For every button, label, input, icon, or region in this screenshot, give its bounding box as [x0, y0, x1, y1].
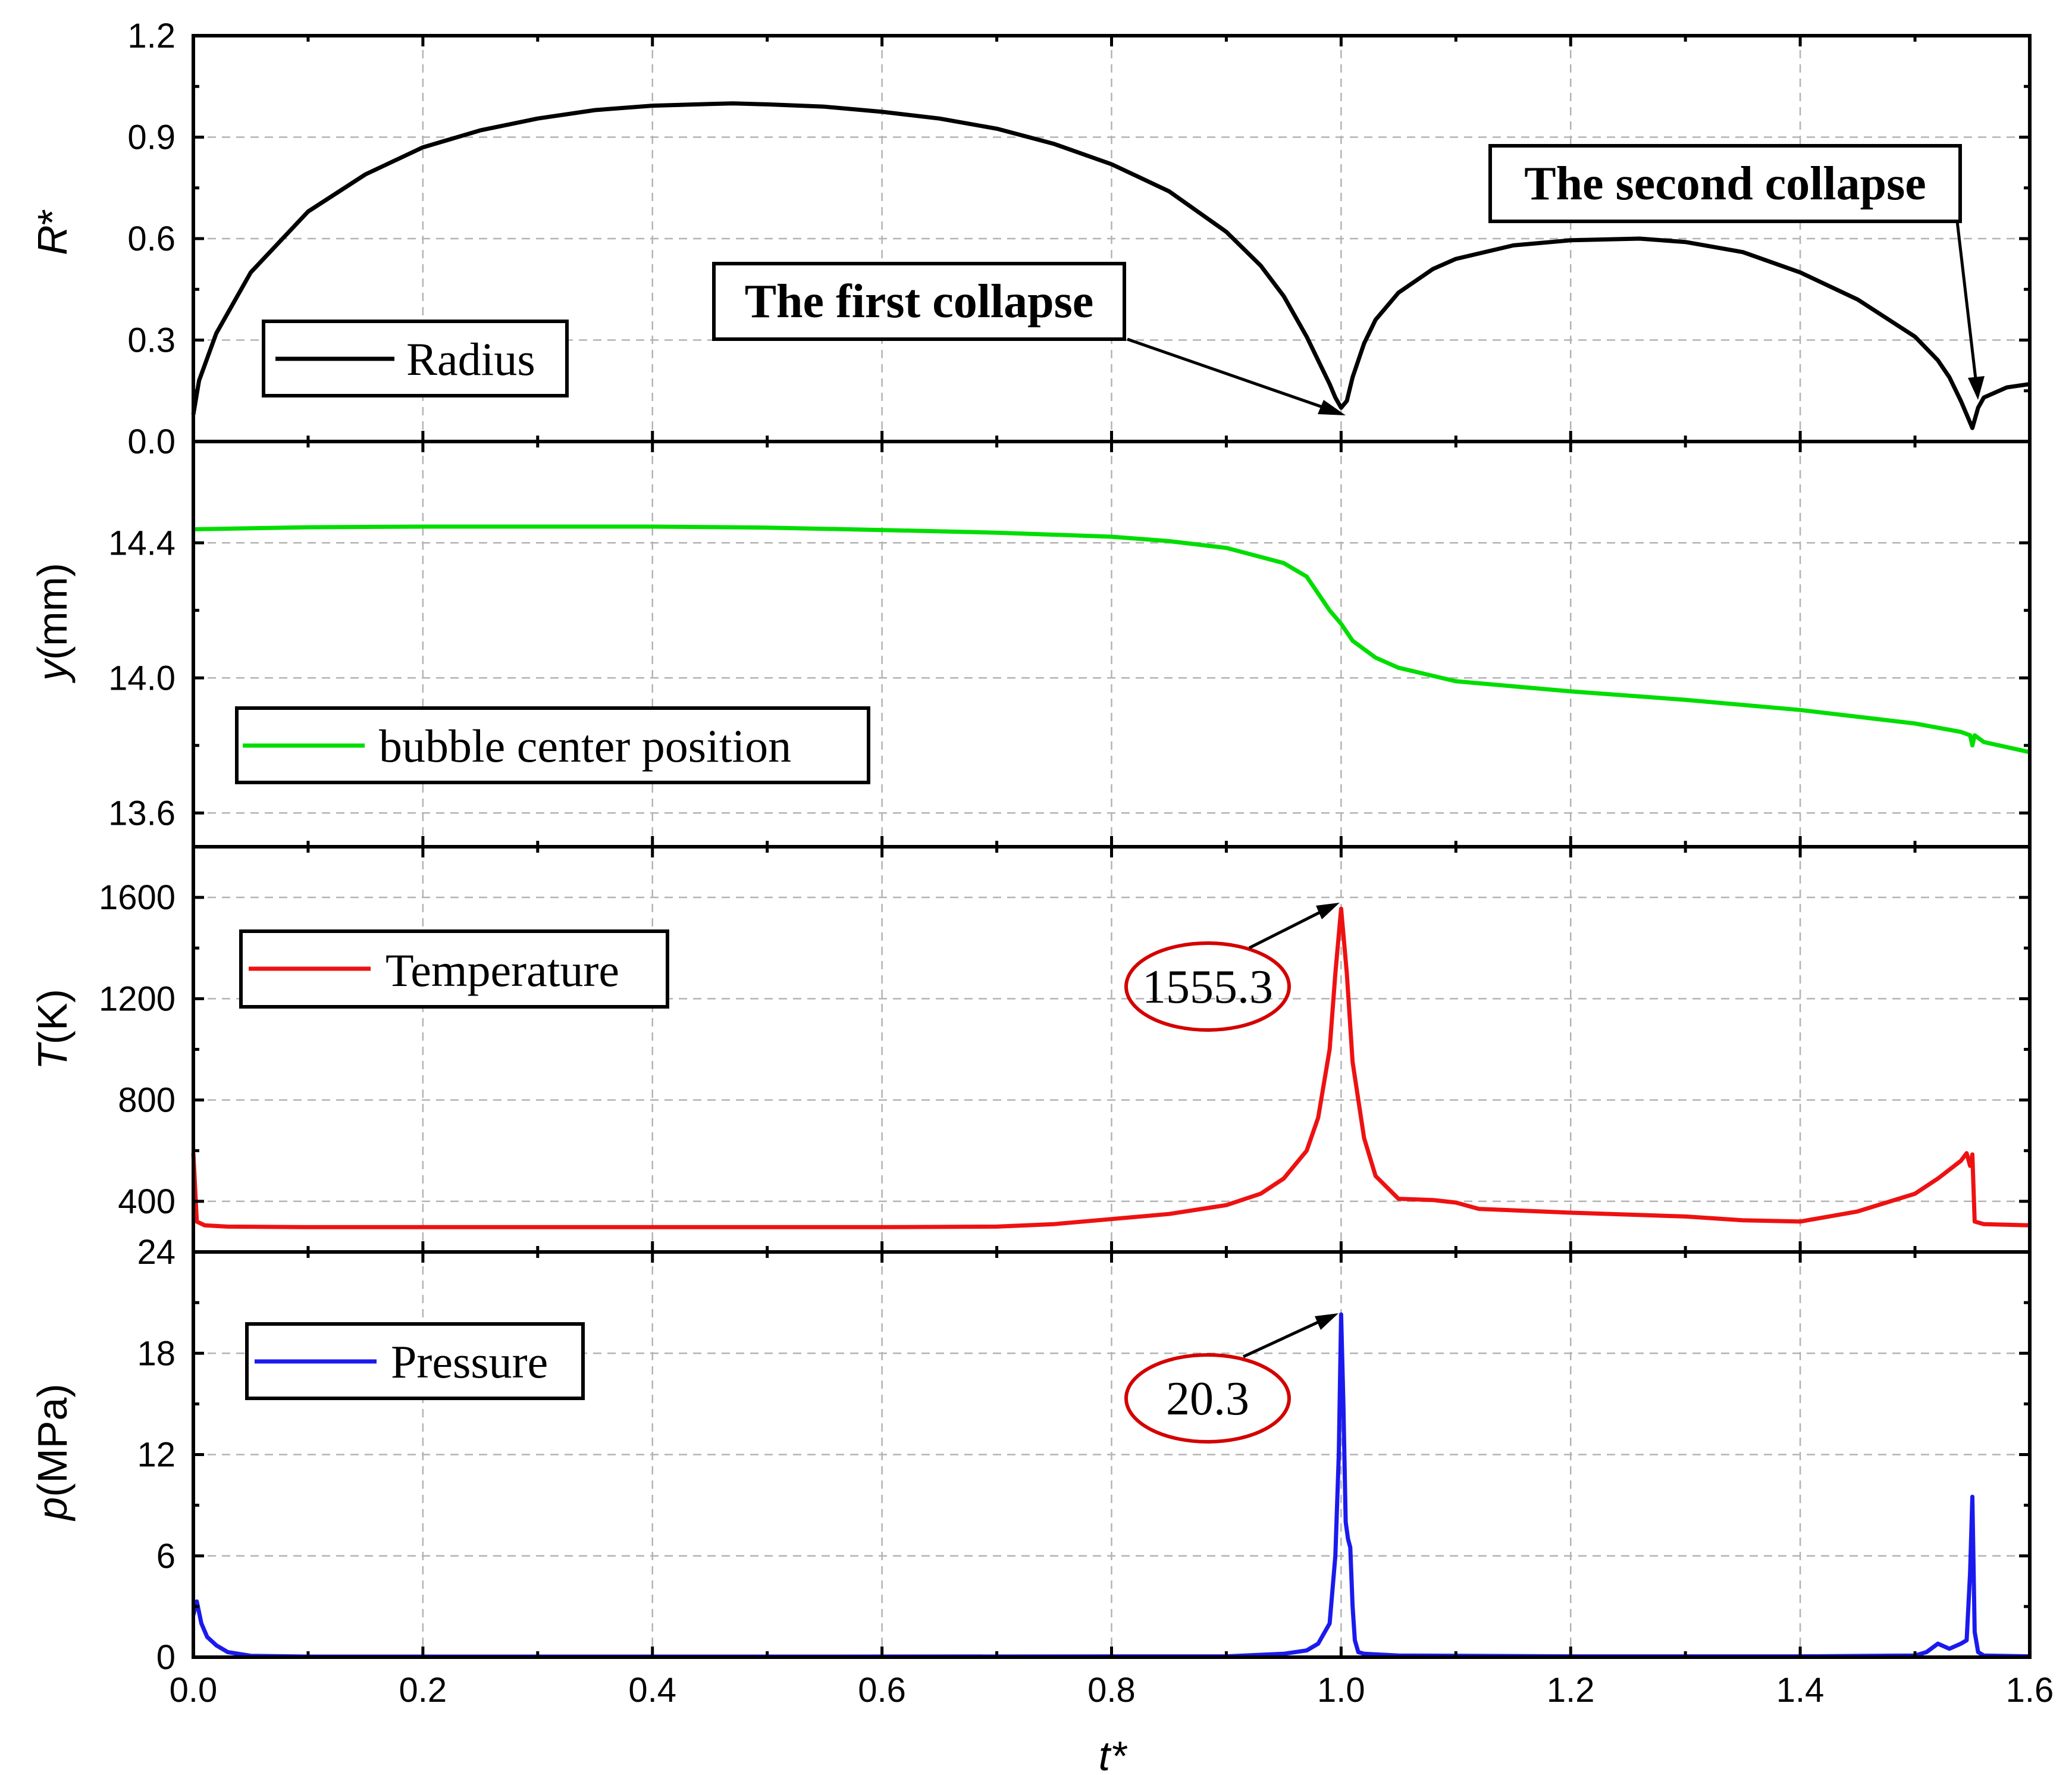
x-tick-label: 1.4 — [1776, 1671, 1825, 1710]
y-tick-label: 14.0 — [108, 659, 175, 697]
x-tick-label: 0.4 — [628, 1671, 676, 1710]
first-collapse-label: The first collapse — [745, 276, 1094, 328]
y-tick-label: 800 — [118, 1081, 175, 1120]
y-tick-label: 0.3 — [127, 321, 175, 360]
position-y-tick-labels: 13.6 14.0 14.4 — [108, 524, 175, 832]
second-collapse-annotation: The second collapse — [1488, 144, 1985, 400]
y-tick-label: 6 — [156, 1537, 175, 1576]
temperature-legend-label: Temperature — [385, 944, 619, 996]
position-legend: bubble center position — [235, 706, 870, 784]
temperature-peak-callout: 1555.3 — [1124, 903, 1340, 1032]
second-collapse-arrow-head — [1968, 376, 1985, 400]
y-tick-label: 0 — [156, 1638, 175, 1677]
pressure-legend: Pressure — [245, 1322, 585, 1400]
position-grid — [193, 442, 2030, 847]
pressure-legend-label: Pressure — [391, 1336, 548, 1388]
y-tick-label: 0.0 — [127, 422, 175, 461]
pressure-y-tick-labels: 0 6 12 18 24 — [137, 1233, 175, 1677]
temperature-y-axis-title: T(K) — [29, 989, 76, 1070]
y-tick-label: 0.6 — [127, 220, 175, 258]
pressure-peak-label: 20.3 — [1166, 1373, 1249, 1425]
y-tick-label: 14.4 — [108, 524, 175, 562]
y-tick-label: 1.2 — [127, 17, 175, 55]
y-tick-label: 0.9 — [127, 118, 175, 157]
y-tick-label: 1200 — [99, 979, 175, 1018]
radius-y-axis-title: R* — [29, 209, 76, 255]
y-tick-label: 400 — [118, 1182, 175, 1221]
radius-line — [191, 101, 2030, 430]
position-legend-label: bubble center position — [379, 720, 791, 772]
panel-position: 13.6 14.0 14.4 y(mm) bubble center positio… — [29, 440, 2032, 849]
y-tick-label: 24 — [137, 1233, 175, 1272]
pressure-peak-ellipse — [1124, 1353, 1291, 1444]
x-tick-labels: 0.0 0.2 0.4 0.6 0.8 1.0 1.2 1.4 1.6 — [170, 1671, 2054, 1710]
x-tick-label: 1.0 — [1317, 1671, 1365, 1710]
x-tick-label: 1.2 — [1547, 1671, 1595, 1710]
pressure-frame — [192, 1250, 2032, 1659]
x-tick-label: 0.8 — [1087, 1671, 1136, 1710]
pressure-peak-callout: 20.3 — [1124, 1313, 1339, 1444]
radius-legend-label: Radius — [406, 333, 535, 385]
temperature-peak-label: 1555.3 — [1142, 961, 1273, 1013]
y-tick-label: 18 — [137, 1334, 175, 1373]
temperature-legend: Temperature — [239, 929, 669, 1009]
temperature-line — [191, 906, 2030, 1229]
y-tick-label: 12 — [137, 1436, 175, 1475]
panel-pressure: 0 6 12 18 24 p(MPa) Pressure 20.3 — [29, 1233, 2032, 1677]
second-collapse-label: The second collapse — [1524, 158, 1926, 210]
x-tick-label: 1.6 — [2006, 1671, 2054, 1710]
first-collapse-annotation: The first collapse — [712, 262, 1346, 415]
temperature-peak-arrow-head — [1316, 903, 1340, 919]
x-tick-label: 0.6 — [858, 1671, 906, 1710]
x-tick-label: 0.2 — [399, 1671, 447, 1710]
temperature-y-tick-labels: 400 800 1200 1600 — [99, 878, 175, 1221]
pressure-y-axis-title: p(MPa) — [29, 1383, 76, 1522]
pressure-peak-arrow-head — [1315, 1313, 1339, 1330]
temperature-peak-ellipse — [1124, 941, 1291, 1032]
panel-radius: 0.0 0.3 0.6 0.9 1.2 R* Radius The first coll… — [29, 17, 2032, 461]
temperature-grid — [193, 847, 2030, 1252]
first-collapse-arrow-head — [1318, 400, 1346, 415]
pressure-grid — [193, 1252, 2030, 1657]
y-tick-label: 13.6 — [108, 794, 175, 832]
x-axis-title: t* — [1099, 1733, 1128, 1775]
radius-y-tick-labels: 0.0 0.3 0.6 0.9 1.2 — [127, 17, 175, 461]
panel-temperature: 400 800 1200 1600 T(K) Temperature 1555.3 — [29, 845, 2032, 1254]
y-tick-label: 1600 — [99, 878, 175, 917]
x-tick-label: 0.0 — [170, 1671, 218, 1710]
radius-legend: Radius — [262, 320, 569, 397]
position-y-axis-title: y(mm) — [29, 563, 76, 683]
position-line — [193, 524, 2030, 755]
